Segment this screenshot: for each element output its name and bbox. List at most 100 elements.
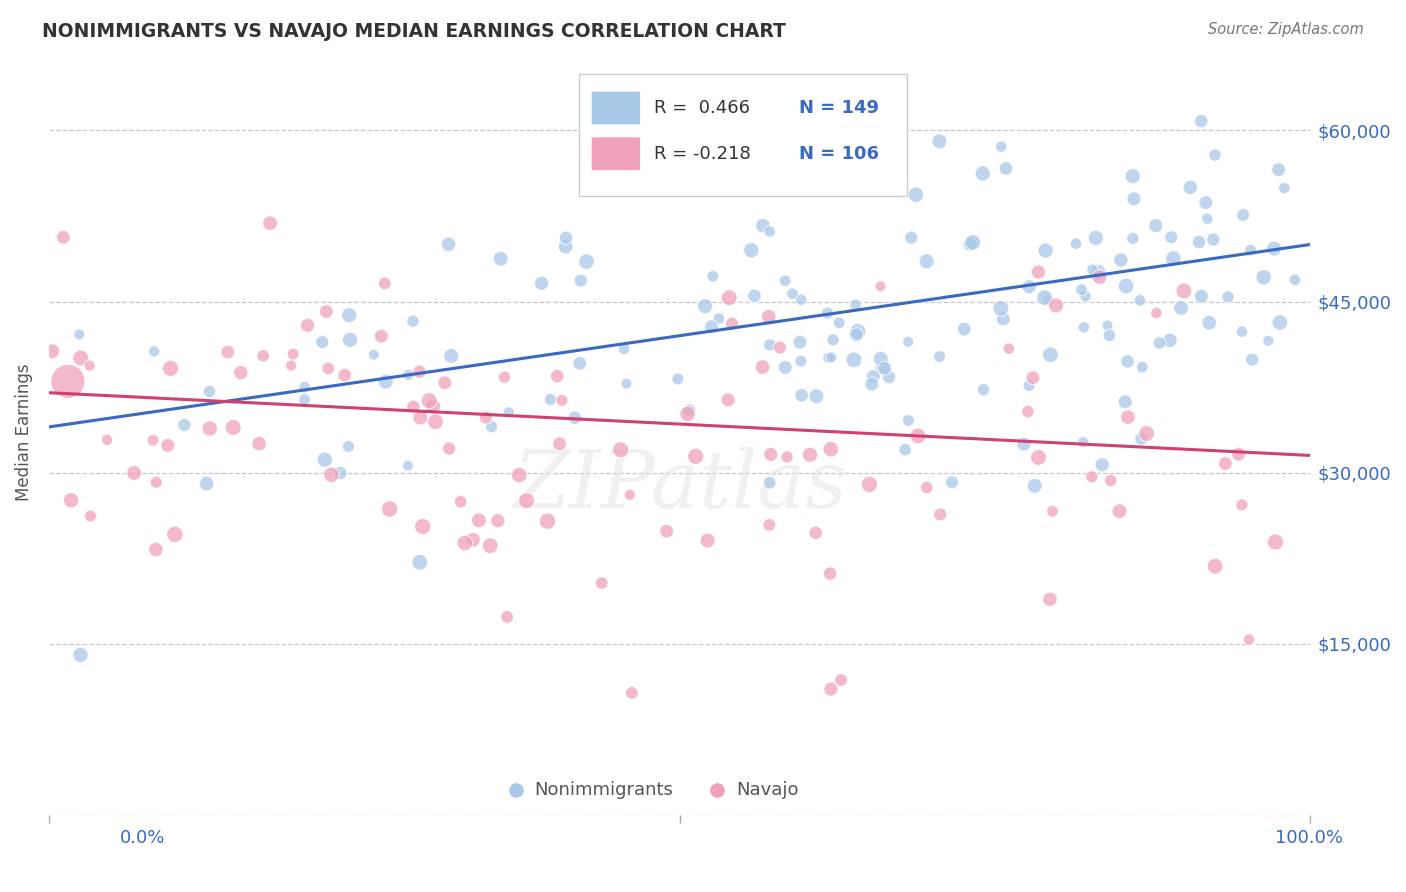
Point [486, 514, 509, 528]
Point [281, 347, 304, 361]
Point [568, 356, 591, 370]
Point [769, 341, 792, 355]
Point [616, 376, 638, 391]
Point [1173, 284, 1195, 298]
Point [402, 400, 425, 414]
Point [972, 383, 994, 397]
Point [408, 365, 430, 379]
Point [866, 175, 889, 189]
Point [1263, 242, 1285, 256]
Point [995, 161, 1018, 176]
Point [860, 120, 883, 135]
Point [846, 324, 869, 338]
Point [316, 361, 339, 376]
Point [820, 442, 842, 457]
Point [830, 673, 852, 687]
Point [845, 298, 868, 312]
Point [790, 293, 813, 307]
Point [591, 576, 613, 591]
Point [489, 252, 512, 266]
Point [721, 317, 744, 331]
Point [907, 429, 929, 443]
Point [1188, 235, 1211, 249]
Point [962, 235, 984, 250]
Point [422, 400, 444, 414]
Point [849, 144, 872, 158]
Point [396, 368, 419, 382]
Point [820, 682, 842, 697]
Point [1071, 435, 1094, 450]
Point [1115, 279, 1137, 293]
Point [696, 533, 718, 548]
Point [575, 254, 598, 268]
Point [1257, 334, 1279, 348]
Point [752, 219, 775, 233]
Point [817, 306, 839, 320]
Point [69, 351, 91, 365]
Point [418, 393, 440, 408]
Point [294, 392, 316, 407]
Point [437, 237, 460, 252]
Point [1202, 233, 1225, 247]
Point [1097, 318, 1119, 333]
Point [1204, 559, 1226, 574]
FancyBboxPatch shape [592, 91, 640, 125]
Point [173, 417, 195, 432]
Point [869, 279, 891, 293]
Point [1045, 299, 1067, 313]
Text: R =  0.466: R = 0.466 [654, 99, 751, 117]
Point [929, 508, 952, 522]
Point [751, 359, 773, 374]
Point [799, 448, 821, 462]
Point [804, 525, 827, 540]
Point [252, 349, 274, 363]
Point [990, 139, 1012, 153]
Point [707, 311, 730, 326]
Point [1116, 354, 1139, 368]
Point [655, 524, 678, 538]
Point [1149, 335, 1171, 350]
Point [315, 304, 337, 318]
Point [339, 333, 361, 347]
Point [1073, 320, 1095, 334]
Point [1272, 181, 1295, 195]
Point [540, 392, 562, 407]
Point [1012, 437, 1035, 451]
Text: N = 149: N = 149 [800, 99, 879, 117]
Point [1129, 293, 1152, 308]
Point [915, 254, 938, 268]
Point [314, 452, 336, 467]
Point [56, 374, 79, 388]
Y-axis label: Median Earnings: Median Earnings [15, 364, 32, 501]
Point [872, 361, 894, 376]
Point [1035, 244, 1057, 258]
Point [1074, 289, 1097, 303]
Point [1170, 301, 1192, 315]
Point [363, 348, 385, 362]
Point [1098, 328, 1121, 343]
Point [163, 527, 186, 541]
Point [759, 447, 782, 461]
Point [862, 369, 884, 384]
Point [333, 368, 356, 383]
Point [744, 289, 766, 303]
Point [1028, 265, 1050, 279]
Point [1122, 169, 1144, 184]
Point [823, 333, 845, 347]
Point [702, 269, 724, 284]
Point [620, 686, 643, 700]
Point [790, 354, 813, 368]
Point [1022, 370, 1045, 384]
Point [496, 610, 519, 624]
Point [842, 352, 865, 367]
Point [782, 286, 804, 301]
Point [409, 555, 432, 569]
Point [536, 514, 558, 528]
Point [463, 533, 485, 547]
Point [905, 187, 928, 202]
Point [877, 370, 900, 384]
Point [159, 361, 181, 376]
Point [409, 410, 432, 425]
Point [1087, 265, 1109, 279]
Point [396, 458, 419, 473]
